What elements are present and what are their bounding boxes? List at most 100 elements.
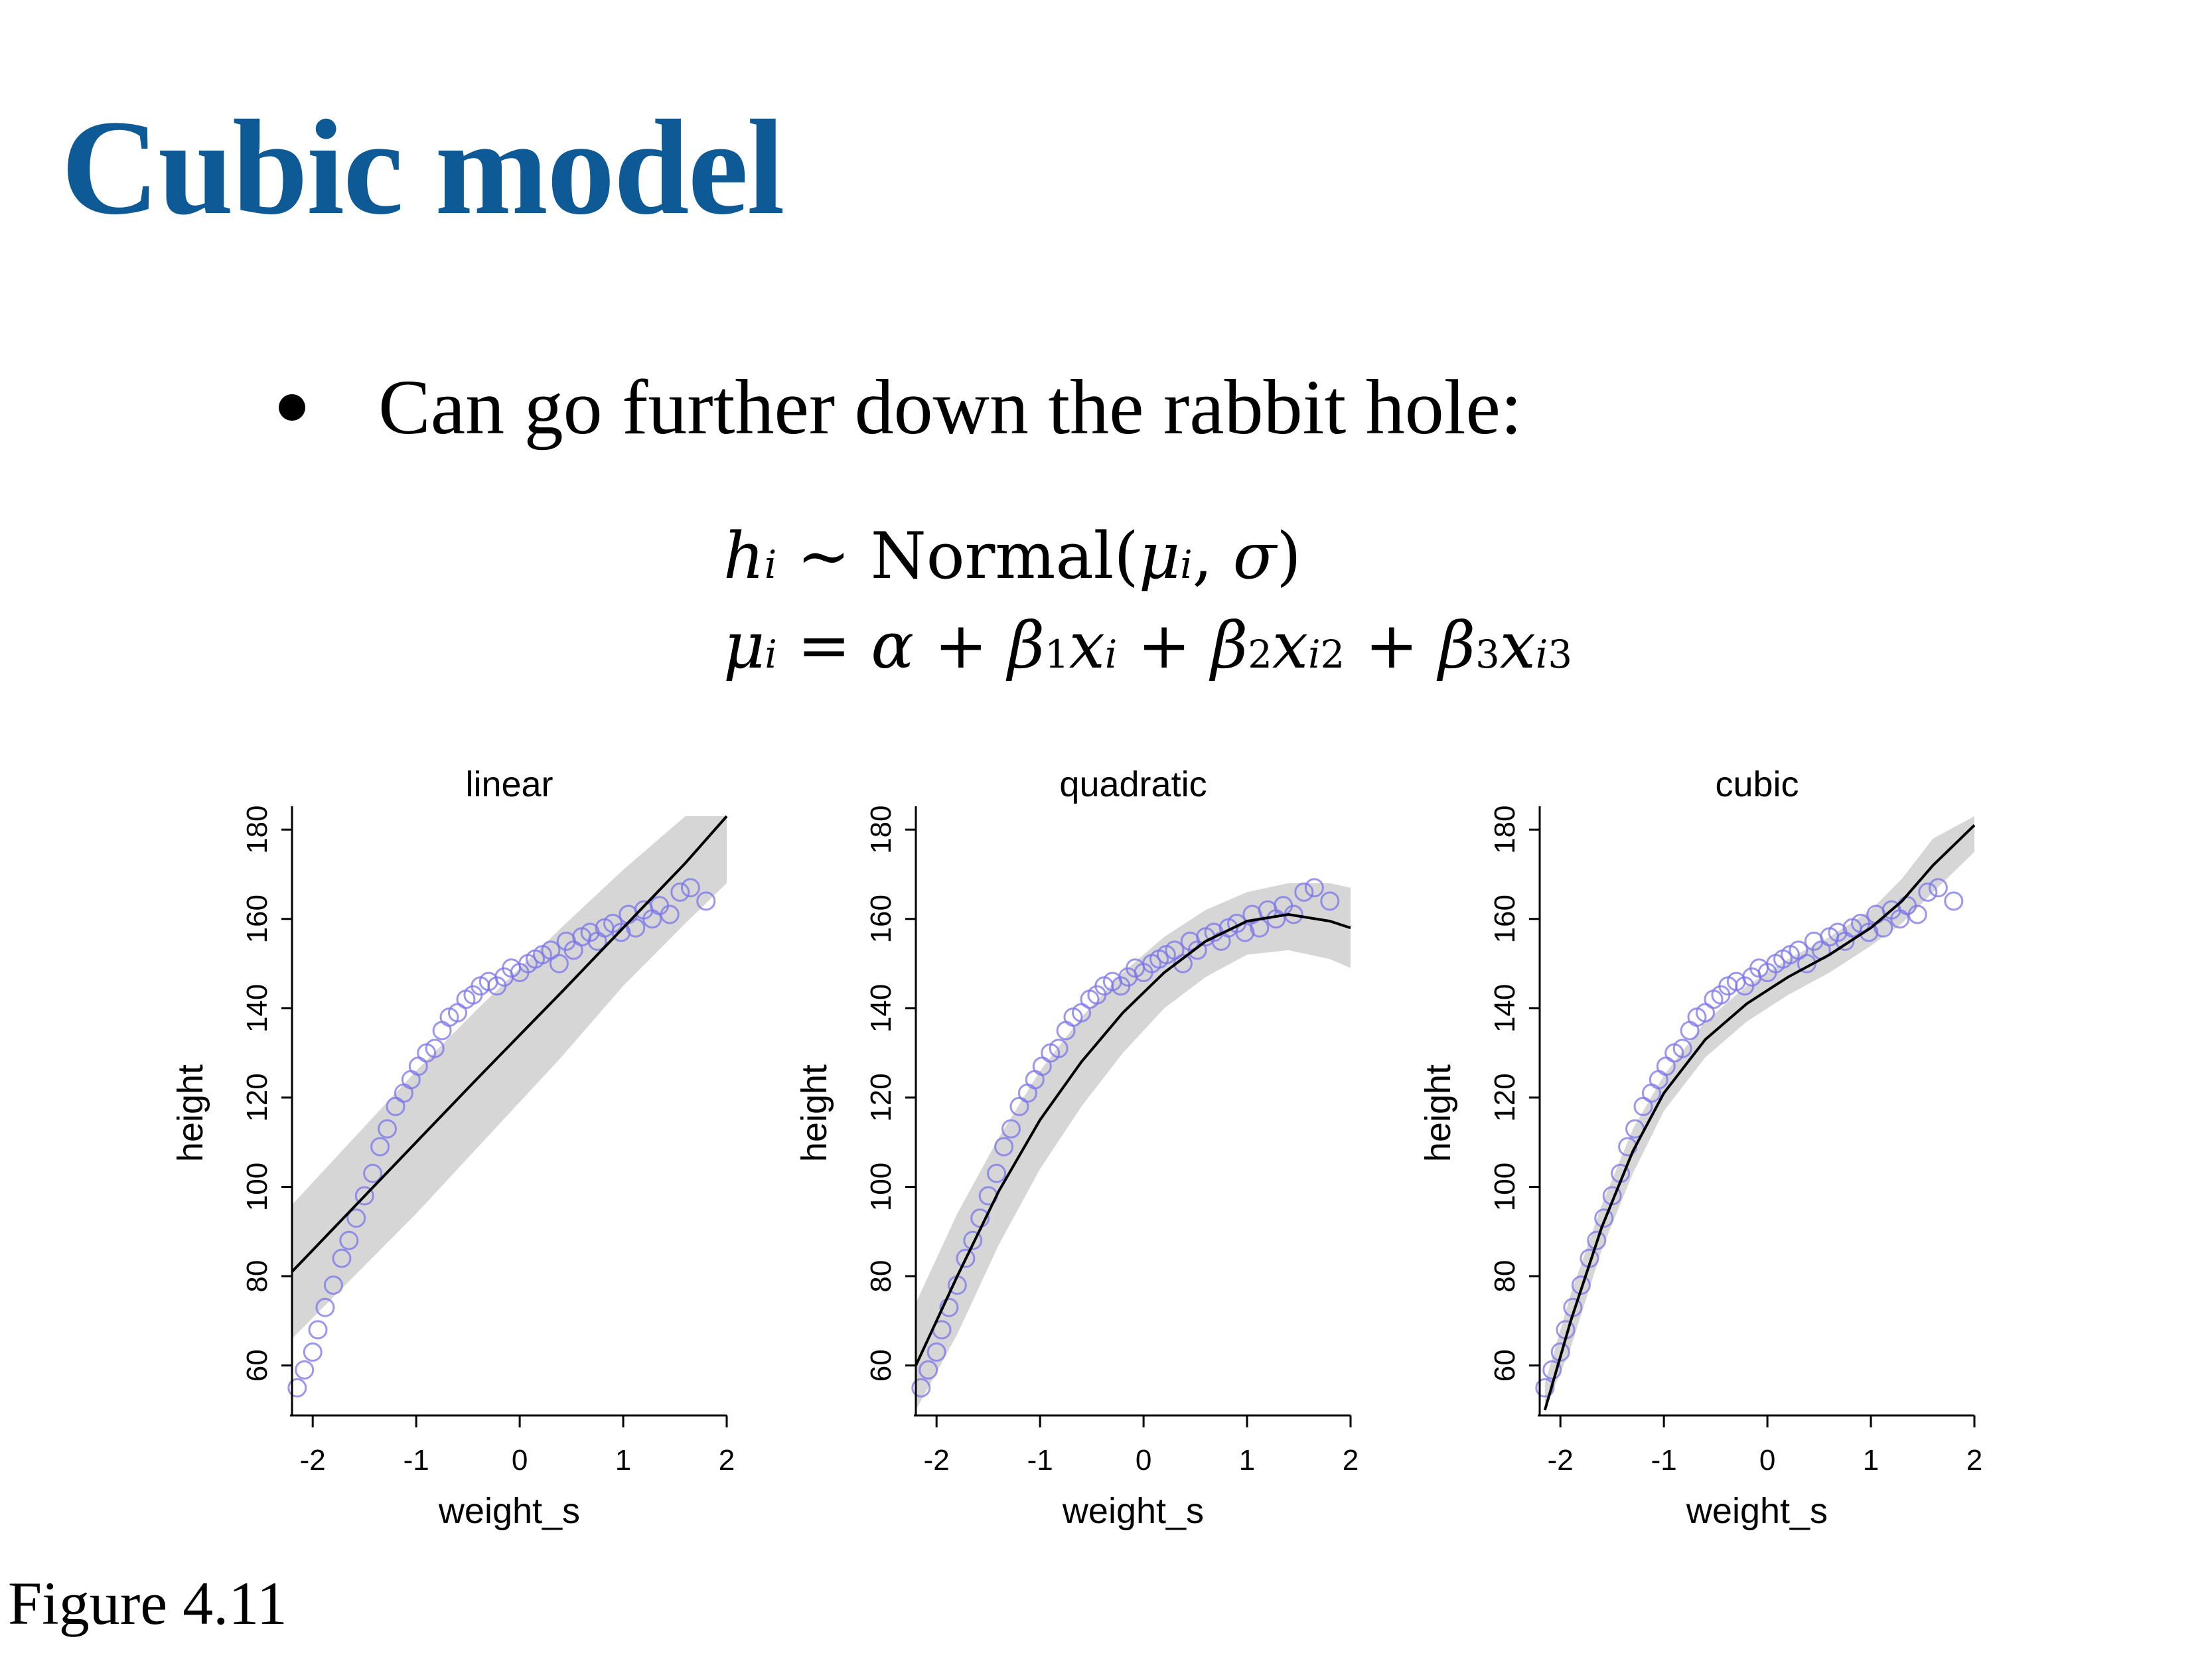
eq2-x1-sub: i: [1104, 632, 1118, 677]
data-point: [911, 1378, 931, 1398]
y-tick-label: 120: [241, 1073, 273, 1121]
data-point: [1001, 1119, 1021, 1139]
eq2-mu: μ: [723, 609, 765, 683]
data-point: [354, 1186, 374, 1206]
data-point: [1542, 1360, 1562, 1380]
eq1-h: h: [723, 519, 765, 593]
confidence-band: [292, 816, 727, 1339]
x-tick-label: 2: [1966, 1444, 1982, 1477]
y-tick-label: 160: [241, 895, 273, 943]
data-point: [1680, 1021, 1700, 1041]
figure-caption: Figure 4.11: [8, 1569, 287, 1637]
y-tick-label: 160: [865, 895, 897, 943]
slide-title: Cubic model: [61, 92, 784, 243]
y-tick-label: 100: [865, 1163, 897, 1211]
eq2-equals: =: [797, 609, 851, 683]
data-point: [1587, 1230, 1607, 1250]
eq2-mu-sub: i: [765, 632, 777, 677]
eq2-beta2-sub: 2: [1248, 632, 1272, 677]
x-tick-label: 0: [1136, 1444, 1151, 1477]
bullet-item: Can go further down the rabbit hole:: [279, 368, 1522, 447]
data-point: [1535, 1378, 1555, 1398]
eq2-plus-3: +: [1364, 609, 1419, 683]
eq2-beta1: β: [1007, 609, 1045, 683]
y-tick-label: 80: [1489, 1260, 1521, 1293]
chart-title: cubic: [1715, 764, 1799, 804]
eq2-plus-1: +: [934, 609, 988, 683]
data-point: [1049, 1039, 1069, 1058]
data-point: [1928, 878, 1948, 898]
data-point: [287, 1378, 307, 1398]
data-point: [696, 891, 716, 911]
data-point: [378, 1119, 397, 1139]
eq2-beta3-sub: 3: [1475, 632, 1500, 677]
data-point: [432, 1021, 452, 1041]
eq2-x2-sub: i: [1308, 632, 1321, 677]
data-point: [956, 1248, 976, 1268]
data-point: [1235, 922, 1255, 942]
x-tick-label: 1: [1239, 1444, 1255, 1477]
chart-linear: 60 80 100 120 140 160 180 -2 -1 0 1 2 linear weight_s…: [171, 764, 735, 1531]
x-tick-label: -2: [924, 1444, 950, 1477]
data-point: [680, 878, 700, 898]
y-tick-label: 100: [1489, 1163, 1521, 1211]
y-tick-label: 100: [241, 1163, 273, 1211]
y-tick-label: 120: [1489, 1073, 1521, 1121]
eq2-beta1-sub: 1: [1045, 632, 1069, 677]
x-axis-label: weight_s: [1062, 1491, 1204, 1531]
data-point: [1874, 918, 1893, 938]
data-point: [670, 882, 690, 902]
data-point: [1320, 891, 1340, 911]
fit-line: [915, 912, 1351, 1366]
x-tick-label: -1: [1651, 1444, 1677, 1477]
chart-title: linear: [465, 764, 553, 804]
data-point: [303, 1342, 323, 1362]
x-tick-label: -2: [1548, 1444, 1574, 1477]
y-tick-label: 140: [1489, 984, 1521, 1033]
confidence-band: [1544, 816, 1974, 1410]
data-point: [1944, 891, 1964, 911]
y-tick-label: 180: [865, 805, 897, 853]
eq1-close-paren: ): [1276, 519, 1301, 593]
confidence-band: [916, 883, 1351, 1410]
data-point: [549, 954, 569, 974]
data-point: [315, 1297, 335, 1317]
y-tick-label: 120: [865, 1073, 897, 1121]
y-tick-label: 60: [865, 1349, 897, 1382]
eq1-open-paren: (: [1114, 519, 1139, 593]
chart-quadratic: 60 80 100 120 140 160 180 -2 -1 0 1 2 quadratic weigh…: [794, 764, 1359, 1531]
data-point: [919, 1360, 938, 1380]
eq1-mu: μ: [1138, 519, 1181, 593]
x-tick-label: -1: [1027, 1444, 1053, 1477]
data-point: [308, 1320, 328, 1340]
data-point: [926, 1342, 946, 1362]
y-tick-label: 80: [865, 1260, 897, 1293]
eq1-normal: Normal: [870, 519, 1114, 593]
x-tick-label: 0: [1759, 1444, 1775, 1477]
y-tick-label: 140: [241, 984, 273, 1033]
data-point: [987, 1163, 1007, 1183]
data-point: [1294, 882, 1314, 902]
y-tick-label: 180: [1489, 805, 1521, 853]
eq2-x2-sup: 2: [1320, 632, 1345, 677]
x-tick-label: 0: [512, 1444, 528, 1477]
eq2-alpha: α: [871, 609, 915, 683]
y-tick-label: 160: [1489, 895, 1521, 943]
eq2-x3-sup: 3: [1548, 632, 1572, 677]
data-point: [332, 1248, 352, 1268]
y-tick-label: 60: [241, 1349, 273, 1382]
x-tick-label: 1: [1863, 1444, 1879, 1477]
x-axis-label: weight_s: [438, 1491, 580, 1531]
data-point: [1304, 878, 1324, 898]
eq1-sigma: σ: [1232, 519, 1277, 593]
y-axis-label: height: [1418, 1064, 1458, 1162]
data-point: [370, 1137, 390, 1157]
eq2-beta2: β: [1211, 609, 1248, 683]
fit-line: [291, 815, 728, 1273]
data-point: [994, 1137, 1014, 1157]
data-point: [660, 904, 680, 924]
fit-line: [1543, 824, 1976, 1411]
